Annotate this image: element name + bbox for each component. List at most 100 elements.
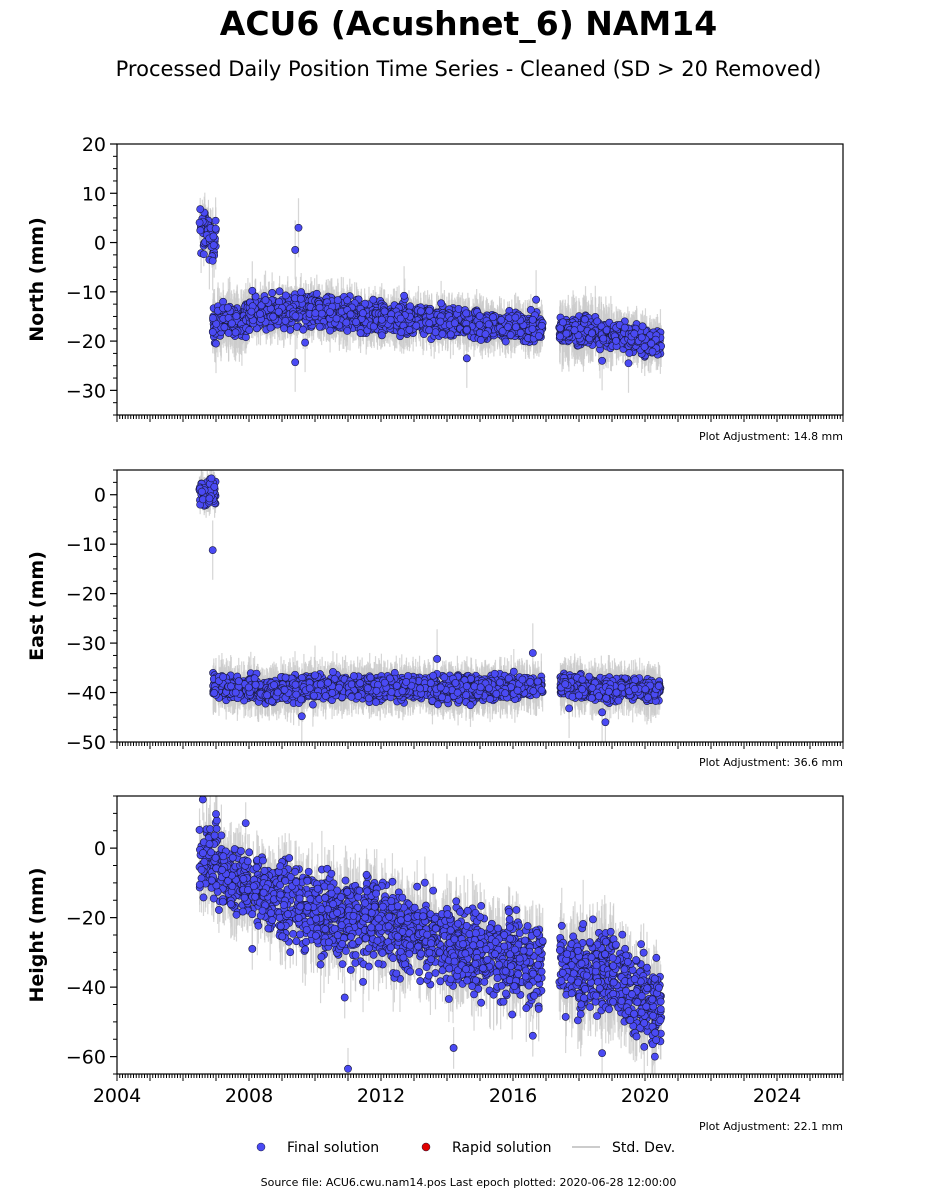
data-point (297, 294, 305, 303)
data-point (291, 358, 300, 367)
data-point (281, 291, 290, 300)
data-point (625, 349, 634, 357)
data-point (637, 333, 646, 342)
chart-subtitle: Processed Daily Position Time Series - C… (115, 57, 822, 81)
data-point (386, 315, 395, 324)
data-point (209, 232, 218, 241)
data-point (209, 314, 217, 322)
data-point (359, 309, 367, 318)
y-tick-label: −30 (66, 380, 106, 402)
data-point (446, 330, 455, 339)
data-point (481, 330, 490, 339)
data-point (208, 256, 217, 265)
data-point (438, 330, 447, 338)
data-point (291, 246, 300, 254)
data-point (369, 322, 378, 331)
data-point (294, 223, 303, 232)
y-tick-label: −20 (66, 331, 106, 353)
data-point (325, 308, 334, 316)
data-point (598, 356, 606, 365)
data-point (512, 323, 520, 332)
data-point (620, 323, 629, 332)
data-point (211, 224, 220, 233)
y-tick-label: 10 (82, 183, 106, 205)
data-point (425, 319, 434, 328)
data-point (436, 317, 445, 326)
data-point (352, 318, 360, 326)
data-point (361, 299, 369, 308)
data-point (528, 315, 537, 324)
data-point (624, 359, 633, 368)
data-point (266, 323, 275, 332)
error-bars (198, 470, 661, 742)
data-point (535, 332, 543, 341)
data-point (501, 337, 510, 346)
y-tick-label: 20 (82, 134, 106, 156)
plot-adjustment: Plot Adjustment: 14.8 mm (699, 430, 843, 443)
data-point (638, 322, 647, 331)
data-point (406, 302, 415, 311)
data-point (526, 305, 535, 314)
data-point (274, 307, 283, 316)
data-point (593, 317, 602, 326)
data-point (261, 296, 270, 305)
y-axis-label: North (mm) (26, 217, 48, 342)
data-point (280, 324, 288, 333)
data-point (281, 316, 290, 325)
data-point (223, 303, 232, 312)
data-point (562, 329, 571, 338)
data-point (380, 307, 389, 316)
data-point (462, 309, 471, 318)
data-point (437, 299, 446, 308)
data-point (343, 296, 352, 305)
data-point (332, 314, 341, 323)
data-point (450, 319, 459, 328)
y-tick-label: −10 (66, 282, 106, 304)
data-point (209, 241, 218, 250)
data-point (212, 319, 221, 328)
data-point (400, 291, 408, 300)
data-point (196, 226, 205, 235)
data-point (251, 292, 260, 301)
data-point (257, 301, 266, 310)
data-point (462, 325, 471, 334)
data-point (556, 332, 564, 341)
data-point (299, 325, 308, 334)
plot-frame (116, 143, 844, 416)
data-point (231, 328, 240, 337)
data-point (269, 312, 278, 321)
data-point (212, 339, 220, 348)
data-point (245, 326, 254, 334)
data-point (369, 295, 378, 304)
data-point (588, 329, 596, 338)
data-point (343, 326, 352, 335)
panel-1: 20 10 0 −10 −20 −30 North (mm) Plot Adjustment:… (26, 134, 844, 443)
data-point (268, 289, 277, 297)
data-point (219, 297, 228, 306)
data-point (484, 320, 493, 329)
data-point (647, 339, 656, 348)
data-point (311, 309, 320, 318)
data-point (503, 323, 512, 331)
data-point (248, 286, 257, 295)
data-point (640, 342, 649, 351)
y-tick-label: 0 (94, 233, 106, 255)
data-point (220, 323, 229, 332)
data-point (532, 295, 540, 304)
data-point (475, 320, 484, 329)
data-point (417, 307, 425, 316)
data-point (315, 322, 324, 331)
data-point (342, 318, 351, 327)
data-point (211, 216, 220, 225)
data-point (516, 328, 525, 337)
chart-title: ACU6 (Acushnet_6) NAM14 (219, 4, 718, 43)
data-point (462, 354, 471, 363)
data-point (498, 327, 507, 336)
data-point (581, 315, 589, 324)
data-point (425, 306, 434, 315)
data-point (397, 328, 406, 337)
data-point (396, 314, 405, 323)
data-point (297, 288, 306, 297)
